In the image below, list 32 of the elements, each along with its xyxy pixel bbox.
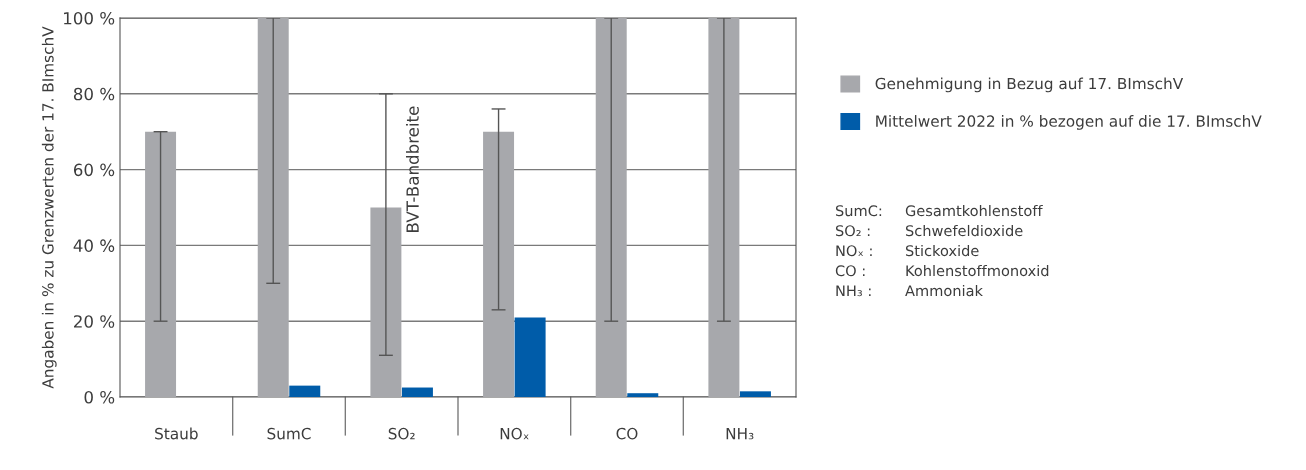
- x-tick-label: NH₃: [726, 428, 754, 440]
- bar: [483, 131, 515, 397]
- bar: [708, 18, 740, 397]
- legend-label: Genehmigung in Bezug auf 17. BImschV: [875, 77, 1184, 93]
- x-tick-label: CO: [616, 427, 638, 440]
- x-tick-label: NOₓ: [500, 427, 529, 440]
- y-axis-title: Angaben in % zu Grenzwerten der 17. BImschV: [41, 26, 57, 389]
- bar: [145, 131, 177, 397]
- bar: [627, 393, 659, 397]
- text: NOₓ : Stickoxide: [836, 244, 979, 257]
- bar: [514, 317, 546, 397]
- bar: [257, 18, 289, 397]
- bar: [289, 385, 321, 397]
- text: NH₃ : Ammoniak: [836, 284, 983, 297]
- legend-label: Mittelwert 2022 in % bezogen auf die 17. BImschV: [876, 115, 1262, 130]
- y-tick-label: 20 %: [74, 315, 115, 328]
- x-tick-label: Staub: [155, 427, 198, 440]
- bar: [739, 391, 771, 397]
- text: CO : Kohlenstoffmonoxid: [835, 264, 1049, 277]
- text: SumC: Gesamtkohlenstoff: [835, 204, 1043, 217]
- y-tick-label: 80 %: [73, 87, 115, 101]
- y-tick-label: 60 %: [73, 163, 115, 177]
- x-tick-label: SumC: [267, 427, 311, 440]
- bar: [370, 207, 402, 397]
- y-tick-label: 100 %: [64, 11, 115, 25]
- annotation: BVT-Bandbreite: [405, 106, 419, 232]
- x-tick-label: SO₂: [388, 427, 415, 440]
- bar: [401, 387, 433, 397]
- bar: [595, 18, 627, 397]
- text: SO₂ : Schwefeldioxide: [835, 224, 1023, 237]
- y-tick-label: 0 %: [84, 390, 115, 404]
- y-tick-label: 40 %: [73, 239, 115, 252]
